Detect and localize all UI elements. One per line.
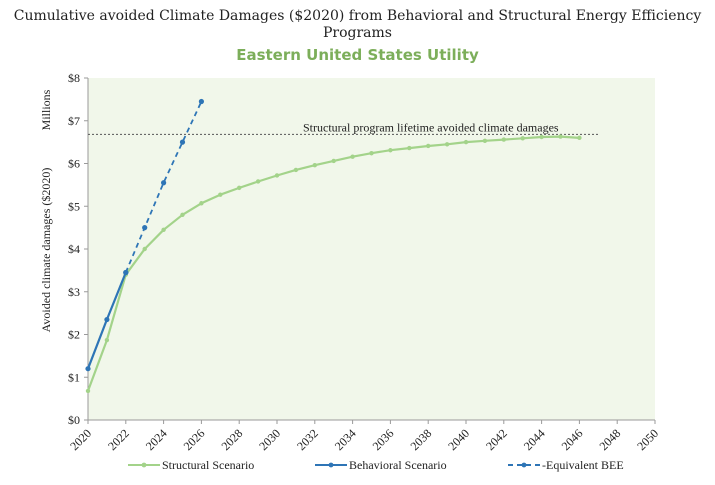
- data-point-structural-scenario: [331, 158, 336, 164]
- x-tick-label: 2028: [218, 426, 245, 453]
- data-point-structural-scenario: [558, 134, 563, 139]
- x-tick-label: 2042: [483, 426, 510, 453]
- chart-title: Cumulative avoided Climate Damages ($202…: [13, 8, 702, 41]
- legend-marker: [521, 462, 527, 468]
- legend-label: Structural Scenario: [162, 458, 254, 472]
- data-point-structural-scenario: [104, 337, 110, 343]
- x-tick-label: 2038: [407, 426, 434, 453]
- legend: Structural Scenario Behavioral Scenario -E…: [128, 458, 624, 472]
- x-tick-label: 2044: [521, 426, 548, 453]
- y-tick-label: $0: [68, 413, 80, 427]
- x-tick-label: 2024: [143, 426, 170, 453]
- chart-subtitle: Eastern United States Utility: [236, 46, 479, 64]
- data-point-equivalent-bee: [198, 98, 204, 105]
- y-axis: $0 $1 $2 $3 $4 $5 $6 $7 $8: [68, 71, 89, 427]
- reference-line-group: Structural program lifetime avoided clim…: [88, 120, 600, 135]
- data-point-equivalent-bee: [123, 269, 129, 276]
- data-point-structural-scenario: [180, 212, 185, 217]
- data-point-structural-scenario: [312, 163, 317, 168]
- y-tick-label: $2: [68, 328, 80, 342]
- data-point-structural-scenario: [369, 151, 374, 156]
- data-point-structural-scenario: [142, 246, 147, 252]
- y-tick-label: $4: [68, 242, 80, 256]
- data-point-structural-scenario: [444, 142, 450, 147]
- y-tick-label: $5: [68, 199, 80, 213]
- y-axis-units: Millions: [39, 89, 53, 130]
- data-point-equivalent-bee: [179, 139, 186, 145]
- legend-label: -Equivalent BEE: [542, 458, 624, 472]
- data-point-structural-scenario: [350, 154, 355, 159]
- data-point-structural-scenario: [293, 167, 299, 173]
- x-tick-label: 2048: [596, 426, 623, 453]
- data-point-structural-scenario: [255, 179, 261, 184]
- data-point-equivalent-bee: [142, 225, 148, 231]
- legend-marker: [328, 462, 334, 468]
- data-point-structural-scenario: [482, 138, 488, 144]
- data-point-structural-scenario: [407, 145, 412, 151]
- x-tick-label: 2020: [67, 426, 94, 453]
- y-tick-label: $6: [68, 157, 80, 171]
- series-line-equivalent-bee: [124, 101, 203, 273]
- data-point-structural-scenario: [237, 185, 242, 191]
- x-tick-label: 2026: [181, 426, 208, 453]
- data-point-structural-scenario: [577, 135, 582, 141]
- y-axis-label: Avoided climate damages ($2020): [39, 168, 53, 333]
- data-point-structural-scenario: [274, 173, 280, 178]
- y-tick-label: $1: [68, 370, 80, 384]
- data-point-structural-scenario: [85, 388, 91, 394]
- y-tick-label: $8: [68, 71, 80, 85]
- data-point-structural-scenario: [501, 137, 506, 142]
- y-tick-label: $3: [68, 285, 80, 299]
- data-point-structural-scenario: [463, 139, 469, 145]
- x-tick-label: 2050: [634, 426, 661, 453]
- x-tick-label: 2046: [559, 426, 586, 453]
- x-tick-label: 2030: [256, 426, 283, 453]
- reference-line-label: Structural program lifetime avoided clim…: [303, 120, 559, 134]
- data-point-behavioral-scenario: [85, 366, 91, 372]
- x-axis: 2020 2022 2024 2026 2028 2030 2032 2034 2036 2038…: [67, 419, 661, 453]
- legend-label: Behavioral Scenario: [349, 458, 447, 472]
- x-tick-label: 2032: [294, 426, 321, 453]
- data-point-structural-scenario: [218, 192, 223, 197]
- series-group: [85, 98, 582, 394]
- data-point-structural-scenario: [199, 201, 204, 206]
- data-point-behavioral-scenario: [104, 316, 110, 323]
- data-point-structural-scenario: [388, 148, 393, 153]
- legend-marker: [141, 462, 147, 468]
- data-point-structural-scenario: [539, 134, 544, 140]
- data-point-equivalent-bee: [161, 180, 167, 186]
- data-point-structural-scenario: [426, 143, 431, 149]
- x-tick-label: 2036: [370, 426, 397, 453]
- x-tick-label: 2022: [105, 426, 132, 453]
- x-tick-label: 2034: [332, 426, 359, 453]
- y-tick-label: $7: [68, 114, 80, 128]
- x-tick-label: 2040: [445, 426, 472, 453]
- data-point-structural-scenario: [161, 227, 166, 232]
- data-point-structural-scenario: [520, 136, 525, 141]
